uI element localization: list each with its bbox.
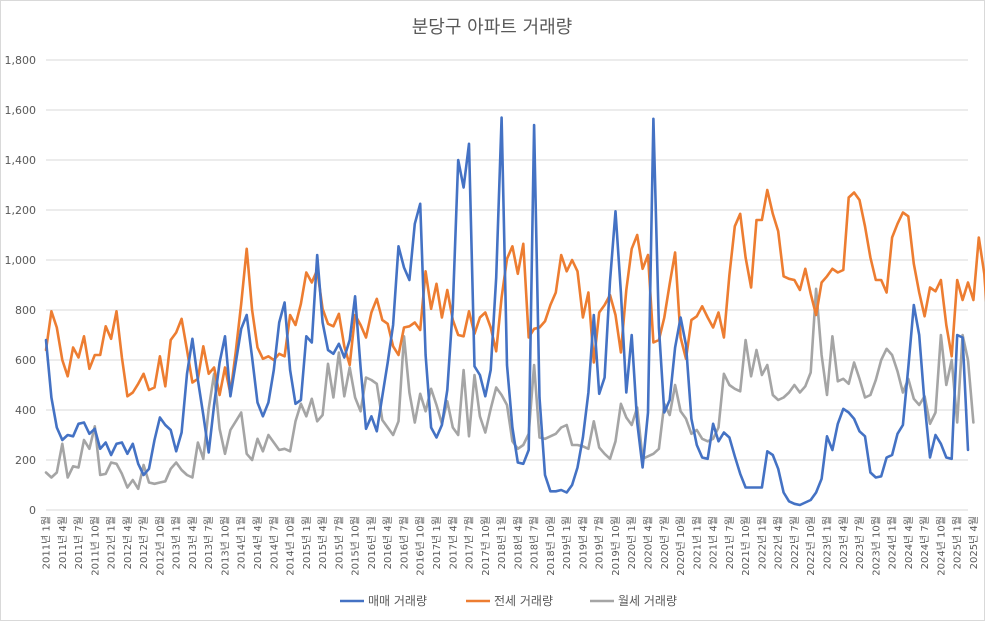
x-tick-label: 2020년 1월 — [626, 516, 638, 569]
x-tick-label: 2021년 10월 — [740, 516, 752, 576]
legend: 매매 거래량 전세 거래량 월세 거래량 — [340, 594, 677, 608]
x-tick-label: 2014년 1월 — [236, 516, 248, 569]
x-tick-label: 2014년 7월 — [268, 516, 280, 569]
x-tick-label: 2020년 4월 — [643, 516, 655, 569]
x-tick-label: 2013년 1월 — [171, 516, 183, 569]
x-tick-label: 2019년 1월 — [561, 516, 573, 569]
y-tick-label: 800 — [15, 304, 36, 317]
series-line-2 — [44, 188, 985, 398]
x-tick-label: 2022년 10월 — [805, 516, 817, 576]
y-tick-label: 1,800 — [5, 54, 37, 67]
x-tick-label: 2013년 10월 — [219, 516, 231, 576]
x-tick-label: 2022년 7월 — [789, 516, 801, 569]
x-tick-label: 2016년 1월 — [366, 516, 378, 569]
x-tick-label: 2015년 10월 — [350, 516, 362, 576]
x-tick-label: 2013년 4월 — [187, 516, 199, 569]
x-tick-label: 2019년 10월 — [610, 516, 622, 576]
x-tick-label: 2021년 7월 — [724, 516, 736, 569]
y-tick-label: 400 — [15, 404, 36, 417]
x-tick-label: 2016년 7월 — [398, 516, 410, 569]
x-tick-label: 2024년 1월 — [887, 516, 899, 569]
x-tick-label: 2020년 7월 — [659, 516, 671, 569]
x-tick-label: 2024년 4월 — [903, 516, 915, 569]
legend-label: 월세 거래량 — [618, 594, 677, 608]
chart-title: 분당구 아파트 거래량 — [412, 17, 572, 38]
x-tick-label: 2021년 1월 — [691, 516, 703, 569]
x-tick-label: 2015년 1월 — [301, 516, 313, 569]
x-tick-label: 2024년 7월 — [919, 516, 931, 569]
x-tick-label: 2019년 7월 — [594, 516, 606, 569]
x-tick-label: 2016년 4월 — [382, 516, 394, 569]
x-tick-label: 2011년 1월 — [41, 516, 53, 569]
x-tick-label: 2018년 1월 — [496, 516, 508, 569]
series-lines — [44, 116, 985, 507]
x-tick-label: 2017년 4월 — [447, 516, 459, 569]
y-tick-label: 1,200 — [5, 204, 37, 217]
series-line-3 — [44, 287, 975, 491]
x-tick-label: 2012년 4월 — [122, 516, 134, 569]
x-tick-label: 2020년 10월 — [675, 516, 687, 576]
x-tick-label: 2022년 1월 — [756, 516, 768, 569]
legend-label: 전세 거래량 — [494, 594, 553, 608]
x-tick-label: 2023년 10월 — [870, 516, 882, 576]
x-tick-label: 2024년 10월 — [935, 516, 947, 576]
x-tick-label: 2012년 10월 — [154, 516, 166, 576]
x-tick-label: 2018년 7월 — [529, 516, 541, 569]
x-tick-label: 2025년 1월 — [952, 516, 964, 569]
x-tick-label: 2015년 4월 — [317, 516, 329, 569]
x-tick-label: 2019년 4월 — [577, 516, 589, 569]
y-tick-label: 1,600 — [5, 104, 37, 117]
gridlines — [46, 59, 968, 511]
x-tick-label: 2025년 4월 — [968, 516, 980, 569]
x-tick-label: 2017년 10월 — [480, 516, 492, 576]
x-tick-label: 2023년 1월 — [821, 516, 833, 569]
series-line-1 — [44, 116, 970, 507]
x-tick-label: 2018년 4월 — [512, 516, 524, 569]
y-tick-label: 0 — [29, 504, 36, 517]
x-tick-label: 2012년 7월 — [138, 516, 150, 569]
x-tick-label: 2017년 7월 — [464, 516, 476, 569]
x-tick-label: 2023년 7월 — [854, 516, 866, 569]
x-tick-label: 2014년 10월 — [285, 516, 297, 576]
x-tick-label: 2012년 1월 — [106, 516, 118, 569]
x-tick-label: 2015년 7월 — [333, 516, 345, 569]
x-tick-label: 2021년 4월 — [708, 516, 720, 569]
legend-label: 매매 거래량 — [368, 594, 427, 608]
y-tick-label: 200 — [15, 454, 36, 467]
x-tick-label: 2017년 1월 — [431, 516, 443, 569]
x-tick-label: 2014년 4월 — [252, 516, 264, 569]
x-tick-label: 2023년 4월 — [838, 516, 850, 569]
y-axis-ticks: 0 200 400 600 800 1,000 1,200 1,400 1,600 1,800 — [5, 54, 37, 517]
y-tick-label: 600 — [15, 354, 36, 367]
x-tick-label: 2013년 7월 — [203, 516, 215, 569]
y-tick-label: 1,000 — [5, 254, 37, 267]
x-tick-label: 2018년 10월 — [545, 516, 557, 576]
x-tick-label: 2011년 7월 — [73, 516, 85, 569]
x-axis-ticks: 2011년 1월 2011년 4월 2011년 7월 2011년 10월 2012년 1… — [41, 516, 980, 576]
x-tick-label: 2016년 10월 — [415, 516, 427, 576]
y-tick-label: 1,400 — [5, 154, 37, 167]
x-tick-label: 2022년 4월 — [773, 516, 785, 569]
x-tick-label: 2011년 4월 — [57, 516, 69, 569]
x-tick-label: 2011년 10월 — [89, 516, 101, 576]
